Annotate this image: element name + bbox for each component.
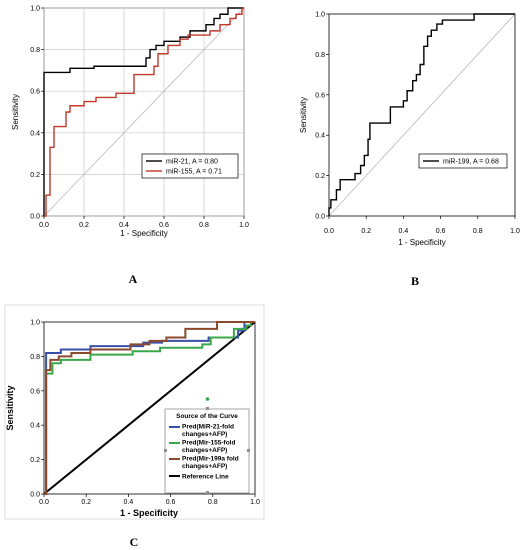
panel-a-legend-box xyxy=(141,153,239,179)
y-tick-label: 0.6 xyxy=(315,92,325,99)
panel-c-y-axis-label: Sensitivity xyxy=(5,385,15,430)
legend-handle-bottom xyxy=(206,491,209,494)
panel-b-diagonal xyxy=(328,13,516,217)
roc-curve-series-2 xyxy=(44,7,244,217)
x-tick-label: 0.0 xyxy=(39,222,49,229)
y-tick-label: 0.6 xyxy=(30,89,40,96)
panel-a-series-group xyxy=(43,7,244,217)
legend-label-mir-21: miR-21, A = 0.80 xyxy=(166,159,218,166)
y-tick-label: 0.8 xyxy=(30,47,40,54)
panel-c-letter: C xyxy=(130,535,139,549)
y-tick-label: 0.4 xyxy=(30,130,40,137)
panel-b-legend-box xyxy=(418,153,508,169)
x-tick-label: 1.0 xyxy=(250,499,260,506)
panel-b: 0.0 0.2 0.4 0.6 0.8 1.0 0.0 0.2 0.4 0.6 0.8 1.0 1 … xyxy=(299,12,520,289)
roc-curve-series-1 xyxy=(44,321,255,495)
x-tick-label: 0.2 xyxy=(361,228,371,235)
panel-c: 0.0 0.2 0.4 0.6 0.8 1.0 0.0 0.2 0.4 0.6 0.8 1.0 1 … xyxy=(4,304,265,549)
y-tick-label: 0.2 xyxy=(30,457,40,464)
y-tick-label: 0.8 xyxy=(30,354,40,361)
x-tick-label: 0.4 xyxy=(399,228,409,235)
x-tick-label: 0.8 xyxy=(208,499,218,506)
panel-a-letter: A xyxy=(129,272,138,286)
x-tick-label: 1.0 xyxy=(510,228,520,235)
y-tick-label: 0.2 xyxy=(315,173,325,180)
x-tick-label: 0.6 xyxy=(166,499,176,506)
y-tick-label: 1.0 xyxy=(315,12,325,19)
legend-label-mir-199a-afp-line2: changes+AFP) xyxy=(182,463,227,470)
y-tick-label: 0.6 xyxy=(30,388,40,395)
panel-c-reference-line xyxy=(43,321,256,495)
legend-handle-left xyxy=(164,449,167,452)
panel-a-legend: miR-21, A = 0.80 miR-155, A = 0.71 xyxy=(141,153,239,179)
x-tick-label: 0.4 xyxy=(119,222,129,229)
panel-b-x-ticks: 0.0 0.2 0.4 0.6 0.8 1.0 xyxy=(324,216,520,235)
panel-a: 0.0 0.2 0.4 0.6 0.8 1.0 0.0 0.2 0.4 0.6 0.8 1.0 1 … xyxy=(11,6,249,287)
legend-label-mir-155: miR-155, A = 0.71 xyxy=(166,169,222,176)
x-tick-label: 0.8 xyxy=(199,222,209,229)
legend-label-mir-155-afp-line1: Pred(Mir-155-fold xyxy=(182,440,235,447)
x-tick-label: 0.6 xyxy=(436,228,446,235)
panel-a-x-ticks: 0.0 0.2 0.4 0.6 0.8 1.0 xyxy=(39,216,249,229)
panel-b-legend: miR-199, A = 0.68 xyxy=(418,153,508,169)
panel-a-diagonal xyxy=(43,7,245,217)
panel-b-series-group xyxy=(328,13,515,216)
panel-b-y-ticks: 0.0 0.2 0.4 0.6 0.8 1.0 xyxy=(315,12,329,221)
legend-label-mir-199: miR-199, A = 0.68 xyxy=(443,159,499,166)
legend-handle-top xyxy=(206,407,209,410)
roc-curve-series-1 xyxy=(43,7,244,216)
panel-a-y-axis-label: Sensitivity xyxy=(11,94,20,130)
y-tick-label: 0.0 xyxy=(30,214,40,221)
legend-label-mir-199a-afp-line1: Pred(Mir-199a fold xyxy=(182,456,239,463)
x-tick-label: 0.2 xyxy=(79,222,89,229)
y-tick-label: 1.0 xyxy=(30,320,40,327)
x-tick-label: 1.0 xyxy=(239,222,249,229)
legend-title: Source of the Curve xyxy=(176,413,238,420)
x-tick-label: 0.6 xyxy=(159,222,169,229)
x-tick-label: 0.8 xyxy=(473,228,483,235)
panel-a-x-axis-label: 1 - Specificity xyxy=(120,229,168,238)
legend-rotate-handle xyxy=(205,397,210,401)
y-tick-label: 0.4 xyxy=(30,423,40,430)
legend-label-mir-21-afp-line2: changes+AFP) xyxy=(182,431,227,438)
x-tick-label: 0.0 xyxy=(324,228,334,235)
x-tick-label: 0.2 xyxy=(81,499,91,506)
legend-label-reference-line: Reference Line xyxy=(182,474,229,481)
x-tick-label: 0.4 xyxy=(124,499,134,506)
y-tick-label: 0.4 xyxy=(315,133,325,140)
y-tick-label: 0.2 xyxy=(30,172,40,179)
legend-label-mir-21-afp-line1: Pred(MiR-21-fold xyxy=(182,424,234,431)
panel-c-x-ticks: 0.0 0.2 0.4 0.6 0.8 1.0 xyxy=(39,494,260,506)
y-tick-label: 0.0 xyxy=(30,492,40,499)
x-tick-label: 0.0 xyxy=(39,499,49,506)
panel-c-y-ticks: 0.0 0.2 0.4 0.6 0.8 1.0 xyxy=(30,320,44,499)
roc-curve-series-2 xyxy=(44,321,255,495)
y-tick-label: 0.0 xyxy=(315,214,325,221)
panel-a-y-ticks: 0.0 0.2 0.4 0.6 0.8 1.0 xyxy=(30,6,44,221)
roc-curve-series-3 xyxy=(44,321,255,495)
panel-c-legend-box xyxy=(164,408,250,494)
roc-curve-series-1 xyxy=(328,13,515,216)
panel-c-outer-frame xyxy=(4,304,265,520)
legend-handle-right xyxy=(247,449,250,452)
panel-c-legend: Source of the Curve Pred(MiR-21-fold cha… xyxy=(164,397,250,494)
panel-b-y-axis-label: Sensitivity xyxy=(299,97,308,133)
y-tick-label: 1.0 xyxy=(30,6,40,13)
panel-b-letter: B xyxy=(411,274,419,288)
panel-b-x-axis-label: 1 - Specificity xyxy=(398,238,446,247)
panel-c-series-group xyxy=(44,321,255,495)
panel-c-x-axis-label: 1 - Specificity xyxy=(120,508,178,518)
y-tick-label: 0.8 xyxy=(315,52,325,59)
legend-label-mir-155-afp-line2: changes+AFP) xyxy=(182,447,227,454)
